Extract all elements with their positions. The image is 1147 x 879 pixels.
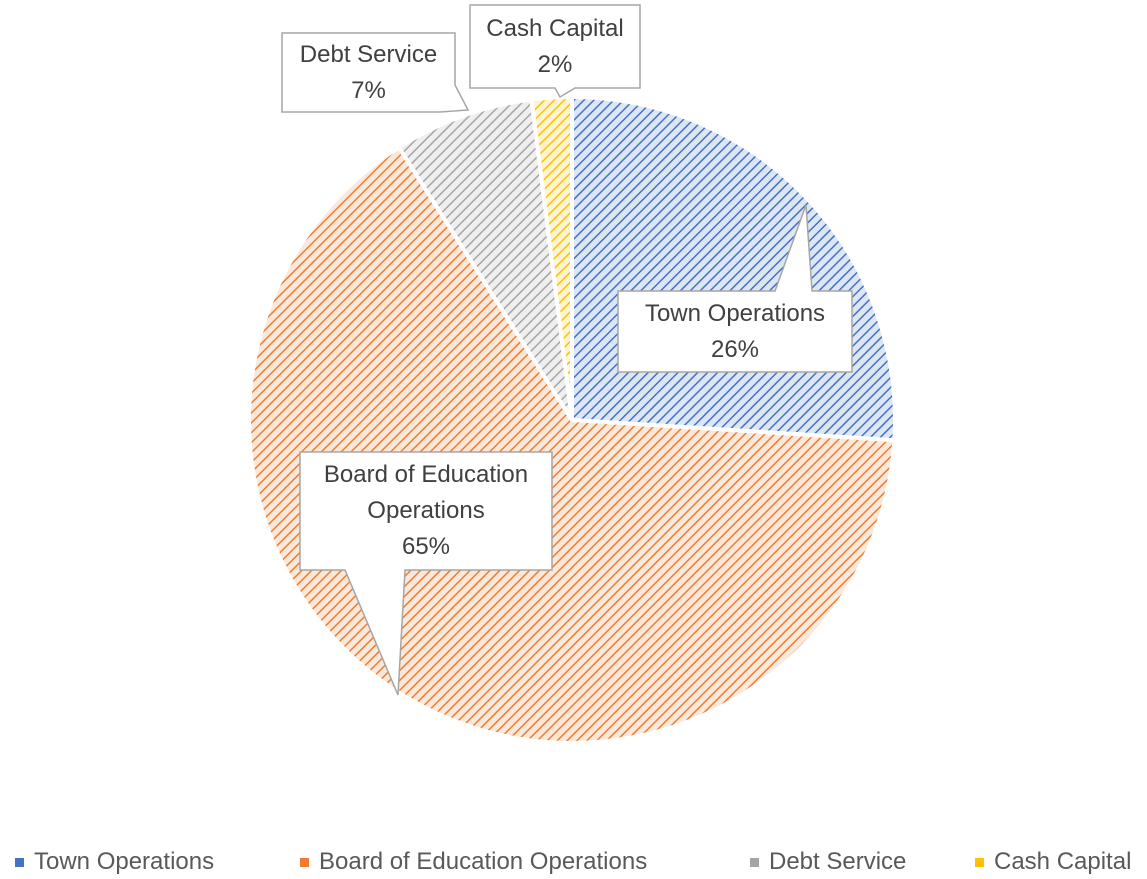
legend-item: Cash Capital xyxy=(975,846,1131,878)
data-label-value: 7% xyxy=(351,76,386,104)
data-label-value: 26% xyxy=(710,335,760,363)
legend-label: Town Operations xyxy=(34,848,215,875)
data-label-value: 65% xyxy=(401,533,451,560)
legend-item: Town Operations xyxy=(15,846,214,878)
data-label: Board of Education Operations 65% xyxy=(308,452,544,570)
legend-label: Cash Capital xyxy=(994,848,1132,875)
callout-box xyxy=(281,32,470,113)
callout-box xyxy=(469,4,641,99)
callout-box xyxy=(299,451,553,696)
legend-item: Debt Service xyxy=(750,846,906,878)
legend-swatch xyxy=(300,858,309,868)
data-label: Cash Capital 2% xyxy=(478,5,632,88)
data-label: Town Operations 26% xyxy=(626,291,844,372)
pie-slice xyxy=(570,94,897,443)
pie-slice xyxy=(529,94,574,421)
pie-slice xyxy=(247,144,897,745)
legend-swatch xyxy=(975,858,984,868)
data-label: Debt Service 7% xyxy=(290,33,447,112)
callout-box xyxy=(617,204,853,373)
legend-label: Board of Education Operations xyxy=(319,848,648,875)
legend-label: Debt Service xyxy=(769,848,907,875)
pie-slice xyxy=(396,97,574,422)
data-label-value: 2% xyxy=(537,50,573,78)
data-label-name: Town Operations xyxy=(644,299,826,327)
legend-item: Board of Education Operations xyxy=(300,846,647,878)
legend-swatch xyxy=(15,858,24,868)
legend-swatch xyxy=(750,858,759,868)
data-label-name: Cash Capital xyxy=(486,14,624,42)
data-label-name: Board of Education Operations xyxy=(323,461,529,524)
data-label-name: Debt Service xyxy=(299,40,438,68)
